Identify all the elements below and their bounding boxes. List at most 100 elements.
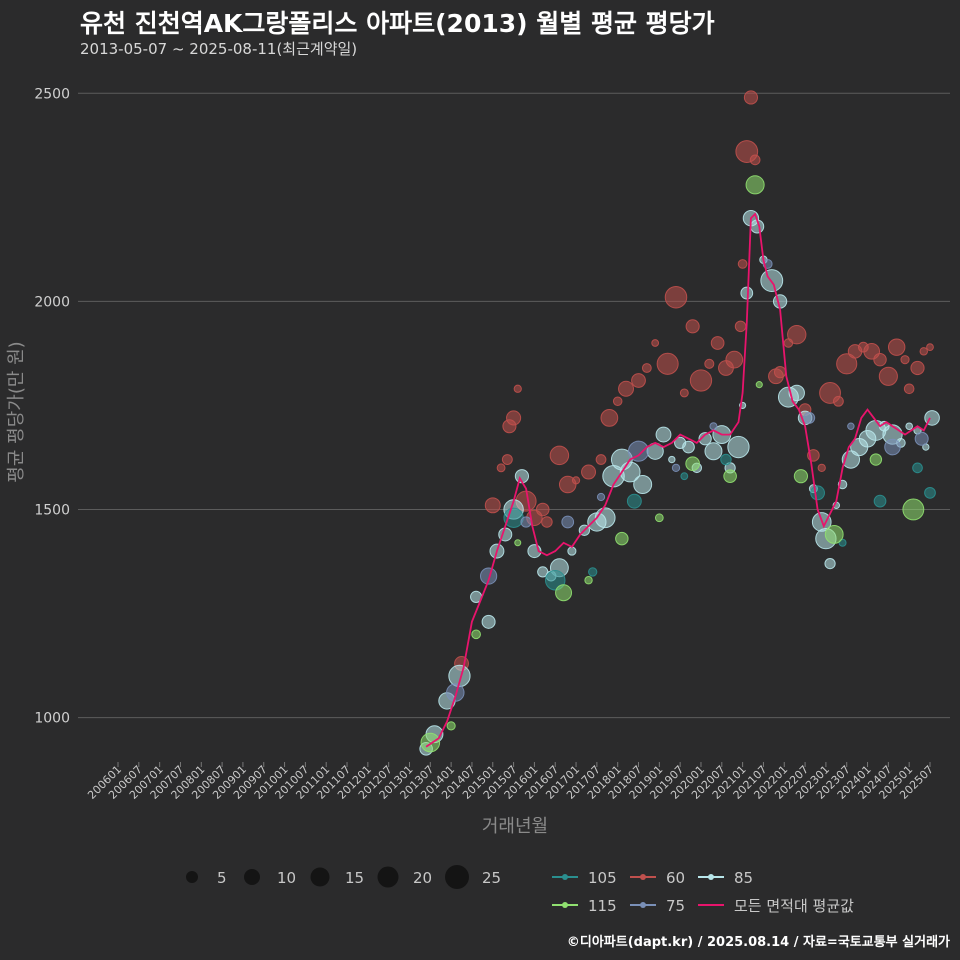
data-point-60 xyxy=(836,353,858,375)
data-point-60 xyxy=(595,454,607,465)
legend-size-label: 5 xyxy=(217,869,227,887)
data-point-105 xyxy=(873,494,887,508)
data-point-60 xyxy=(710,336,725,350)
data-point-75 xyxy=(520,516,532,528)
data-point-60 xyxy=(737,259,748,269)
data-point-115 xyxy=(745,175,765,195)
data-point-60 xyxy=(501,454,513,465)
legend-size-swatch xyxy=(377,866,399,888)
data-point-85 xyxy=(698,432,712,446)
data-point-75 xyxy=(709,422,718,431)
legend-label: 75 xyxy=(666,897,685,915)
data-point-85 xyxy=(655,426,672,443)
data-point-115 xyxy=(555,584,573,602)
data-point-60 xyxy=(878,366,898,386)
chart-subtitle: 2013-05-07 ~ 2025-08-11(최근계약일) xyxy=(80,40,358,58)
chart-title: 유천 진천역AK그랑폴리스 아파트(2013) 월별 평균 평당가 xyxy=(80,9,715,38)
data-points xyxy=(419,90,940,756)
data-point-105 xyxy=(912,462,923,474)
data-point-60 xyxy=(903,383,915,395)
grid-lines xyxy=(78,92,950,719)
data-point-115 xyxy=(654,513,664,523)
data-point-115 xyxy=(793,469,809,484)
data-point-85 xyxy=(567,546,577,556)
data-point-60 xyxy=(749,154,761,166)
data-point-105 xyxy=(810,485,825,501)
data-point-60 xyxy=(919,347,928,356)
x-axis-title: 거래년월 xyxy=(482,816,548,837)
legend-label: 모든 면적대 평균값 xyxy=(734,897,854,915)
data-point-105 xyxy=(588,567,598,577)
data-point-60 xyxy=(685,319,700,334)
y-tick-label: 1000 xyxy=(34,711,70,727)
data-point-105 xyxy=(924,486,936,499)
data-point-60 xyxy=(910,360,925,376)
y-axis-title: 평균 평당가(만 원) xyxy=(6,341,27,482)
data-point-60 xyxy=(926,343,934,352)
data-point-115 xyxy=(869,453,883,466)
data-point-85 xyxy=(633,475,653,494)
data-point-85 xyxy=(788,384,805,402)
data-point-115 xyxy=(471,629,481,640)
data-point-60 xyxy=(679,388,689,398)
data-point-60 xyxy=(651,339,660,347)
data-point-115 xyxy=(685,456,700,472)
data-point-60 xyxy=(832,395,844,407)
legend-point xyxy=(562,902,568,908)
legend-size-label: 15 xyxy=(345,869,364,887)
data-point-105 xyxy=(626,493,642,509)
legend-size-swatch xyxy=(186,871,198,883)
legend-size-swatch xyxy=(244,869,260,885)
data-point-85 xyxy=(704,442,723,461)
data-point-85 xyxy=(594,507,616,529)
legend-size-swatch xyxy=(310,867,330,887)
data-point-60 xyxy=(506,410,522,426)
data-point-75 xyxy=(884,438,901,456)
legend-size-swatch xyxy=(445,865,469,889)
data-point-60 xyxy=(873,352,887,367)
legend-size-label: 10 xyxy=(277,869,296,887)
average-line-group xyxy=(425,212,931,748)
data-point-60 xyxy=(581,464,597,480)
y-tick-label: 2500 xyxy=(34,86,70,102)
data-point-60 xyxy=(618,380,635,397)
data-point-115 xyxy=(584,576,593,585)
legend-point xyxy=(708,874,714,880)
data-point-60 xyxy=(773,365,787,379)
data-point-115 xyxy=(514,539,522,547)
data-point-60 xyxy=(743,90,759,105)
data-point-115 xyxy=(824,525,844,544)
data-point-115 xyxy=(902,498,925,521)
legend-label: 105 xyxy=(588,869,617,887)
data-point-60 xyxy=(612,396,623,407)
data-point-60 xyxy=(535,502,550,517)
data-point-105 xyxy=(680,472,689,481)
data-point-60 xyxy=(484,497,501,514)
data-point-105 xyxy=(720,453,732,466)
data-point-85 xyxy=(905,422,913,431)
y-tick-label: 1500 xyxy=(34,502,70,518)
data-point-75 xyxy=(803,411,816,424)
legend-label: 85 xyxy=(734,869,753,887)
data-point-115 xyxy=(420,732,441,753)
data-point-60 xyxy=(689,369,713,392)
data-point-60 xyxy=(787,324,807,345)
data-point-75 xyxy=(479,567,498,585)
data-point-60 xyxy=(631,373,646,388)
data-point-60 xyxy=(725,350,744,369)
data-point-75 xyxy=(914,431,929,446)
data-point-85 xyxy=(727,435,750,459)
data-point-60 xyxy=(900,355,910,365)
data-point-60 xyxy=(549,445,570,466)
legend-point xyxy=(640,874,646,880)
data-point-85 xyxy=(740,286,754,300)
average-line xyxy=(425,212,931,748)
legend-label: 60 xyxy=(666,869,685,887)
data-point-60 xyxy=(734,320,747,333)
data-point-60 xyxy=(641,363,652,373)
data-point-60 xyxy=(887,338,906,356)
data-point-115 xyxy=(446,721,456,731)
data-point-85 xyxy=(668,455,676,464)
data-point-60 xyxy=(541,516,553,528)
data-point-85 xyxy=(481,614,496,629)
